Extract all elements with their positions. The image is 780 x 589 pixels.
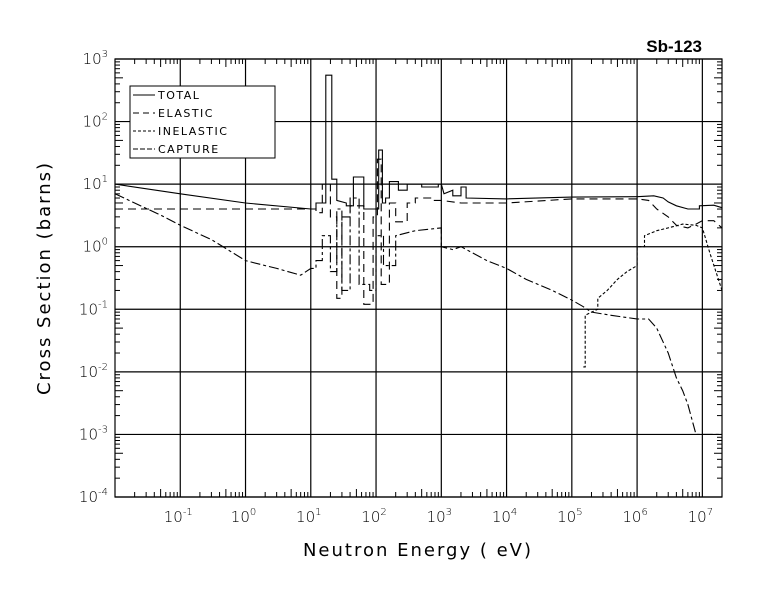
tick-base: 10 [688,508,707,526]
tick-base: 10 [557,508,576,526]
tick-base: 10 [296,508,315,526]
y-axis-title: Cross Section (barns) [34,161,55,395]
tick-exponent: -1 [98,299,108,310]
series-inelastic [583,223,723,368]
legend-label-total: TOTAL [157,89,200,102]
tick-exponent: -1 [183,507,193,518]
tick-base: 10 [622,508,641,526]
y-tick-label: 100 [83,237,108,256]
tick-base: 10 [79,488,98,506]
tick-base: 10 [79,425,98,443]
plot-frame [114,58,723,498]
x-tick-label: 106 [622,507,647,526]
chart-title: Sb-123 [646,37,702,56]
tick-base: 10 [492,508,511,526]
legend-label-elastic: ELASTIC [158,107,214,120]
tick-exponent: 4 [511,507,517,518]
tick-base: 10 [83,175,102,193]
tick-exponent: 1 [102,174,108,185]
legend-box [129,85,276,159]
x-tick-label: 104 [492,507,517,526]
x-tick-label: 102 [361,507,386,526]
x-tick-labels: 10-1 100 101 102 103 104 105 106 107 [164,507,713,526]
y-tick-label: 102 [83,112,108,131]
x-tick-label: 10-1 [164,507,193,526]
legend-label-capture: CAPTURE [158,143,220,156]
tick-base: 10 [164,508,183,526]
tick-base: 10 [79,363,98,381]
tick-exponent: 7 [707,507,713,518]
tick-exponent: 2 [102,112,108,123]
tick-exponent: 5 [576,507,582,518]
tick-base: 10 [361,508,380,526]
tick-base: 10 [83,238,102,256]
tick-base: 10 [83,50,102,68]
tick-exponent: 1 [315,507,321,518]
y-tick-label: 10-4 [79,487,108,506]
x-axis-title: Neutron Energy ( eV) [303,540,533,561]
tick-base: 10 [231,508,250,526]
tick-exponent: 0 [102,237,108,248]
y-tick-label: 101 [83,174,108,193]
tick-exponent: 0 [250,507,256,518]
tick-exponent: -2 [98,362,108,373]
tick-base: 10 [427,508,446,526]
x-tick-label: 100 [231,507,256,526]
series-total [114,74,723,210]
y-tick-label: 10-1 [79,299,108,318]
ticks [115,59,723,497]
x-tick-label: 103 [427,507,452,526]
tick-exponent: 3 [446,507,452,518]
series-capture [114,193,722,435]
y-tick-label: 10-3 [79,424,108,443]
y-tick-label: 103 [83,49,108,68]
x-tick-label: 107 [688,507,713,526]
legend: TOTAL ELASTIC INELASTIC CAPTURE [129,85,276,159]
x-tick-label: 105 [557,507,582,526]
tick-exponent: 3 [102,49,108,60]
tick-exponent: 2 [380,507,386,518]
tick-exponent: -3 [98,424,108,435]
x-tick-label: 101 [296,507,321,526]
series-group [114,74,723,435]
series-elastic [115,158,723,305]
tick-exponent: 6 [641,507,647,518]
tick-base: 10 [79,300,98,318]
y-tick-label: 10-2 [79,362,108,381]
legend-label-inelastic: INELASTIC [158,125,228,138]
tick-exponent: -4 [98,487,108,498]
tick-base: 10 [83,113,102,131]
